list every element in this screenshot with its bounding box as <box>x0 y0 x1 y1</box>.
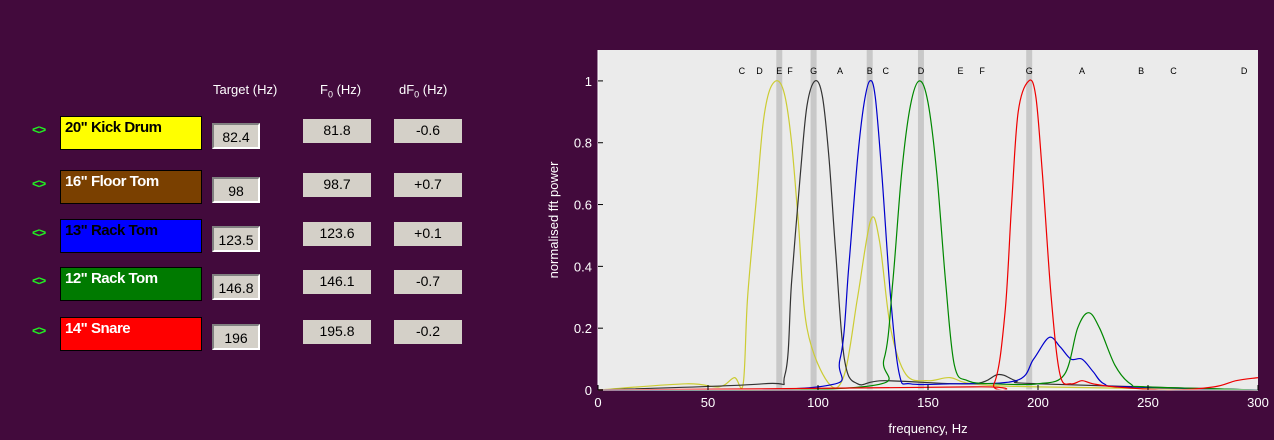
target-frequency-marker <box>866 50 873 390</box>
f0-value-rack-tom-12: 146.1 <box>303 270 371 294</box>
drum-button-floor-tom[interactable]: 16" Floor Tom <box>60 170 202 204</box>
spectrum-line <box>597 79 1259 391</box>
target-input-rack-tom-12[interactable]: 146.8 <box>212 274 260 300</box>
y-tick-label: 0.6 <box>574 198 592 213</box>
adjust-arrows-icon[interactable]: <> <box>32 122 46 137</box>
target-input-snare[interactable]: 196 <box>212 324 260 350</box>
drum-row-kick: <> 20" Kick Drum 82.4 81.8 -0.6 <box>0 116 480 152</box>
x-tick-label: 0 <box>594 395 601 410</box>
x-tick-label: 200 <box>1027 395 1049 410</box>
note-label: D <box>756 66 763 76</box>
spectrum-line <box>597 80 1259 391</box>
y-tick-label: 0.4 <box>574 259 592 274</box>
spectrum-line <box>597 80 1259 391</box>
f0-value-rack-tom-13: 123.6 <box>303 222 371 246</box>
drum-row-snare: <> 14" Snare 196 195.8 -0.2 <box>0 317 480 353</box>
df0-value-floor-tom: +0.7 <box>394 173 462 197</box>
header-df0: dF0 (Hz) <box>399 82 448 100</box>
header-f0: F0 (Hz) <box>320 82 362 100</box>
x-tick-label: 100 <box>807 395 829 410</box>
note-label: D <box>918 66 925 76</box>
x-axis-label: frequency, Hz <box>888 421 967 436</box>
spectrum-line <box>597 80 1259 391</box>
drum-row-floor-tom: <> 16" Floor Tom 98 98.7 +0.7 <box>0 170 480 206</box>
x-tick-label: 150 <box>917 395 939 410</box>
note-label: C <box>883 66 890 76</box>
target-input-rack-tom-13[interactable]: 123.5 <box>212 226 260 252</box>
x-tick-label: 300 <box>1247 395 1269 410</box>
note-label: E <box>958 66 964 76</box>
target-input-floor-tom[interactable]: 98 <box>212 177 260 203</box>
f0-value-floor-tom: 98.7 <box>303 173 371 197</box>
drum-row-rack-tom-12: <> 12" Rack Tom 146.8 146.1 -0.7 <box>0 267 480 303</box>
adjust-arrows-icon[interactable]: <> <box>32 273 46 288</box>
x-tick-label: 50 <box>701 395 715 410</box>
note-label: D <box>1241 66 1248 76</box>
drum-button-rack-tom-13[interactable]: 13" Rack Tom <box>60 219 202 253</box>
target-frequency-marker <box>917 50 924 390</box>
y-tick-label: 0 <box>585 383 592 398</box>
note-label: C <box>1170 66 1177 76</box>
plot-area <box>598 50 1258 390</box>
y-axis-label: normalised fft power <box>546 161 561 278</box>
note-label: A <box>837 66 843 76</box>
note-label: G <box>1026 66 1033 76</box>
df0-value-snare: -0.2 <box>394 320 462 344</box>
spectrum-line <box>597 80 1259 391</box>
note-label: B <box>867 66 873 76</box>
note-label: C <box>739 66 746 76</box>
target-frequency-marker <box>1026 50 1033 390</box>
drum-button-rack-tom-12[interactable]: 12" Rack Tom <box>60 267 202 301</box>
note-label: A <box>1079 66 1085 76</box>
y-tick-label: 1 <box>585 74 592 89</box>
df0-value-rack-tom-13: +0.1 <box>394 222 462 246</box>
note-label: B <box>1138 66 1144 76</box>
f0-value-snare: 195.8 <box>303 320 371 344</box>
adjust-arrows-icon[interactable]: <> <box>32 323 46 338</box>
df0-value-kick: -0.6 <box>394 119 462 143</box>
df0-value-rack-tom-12: -0.7 <box>394 270 462 294</box>
y-tick-label: 0.2 <box>574 321 592 336</box>
x-tick-label: 250 <box>1137 395 1159 410</box>
adjust-arrows-icon[interactable]: <> <box>32 225 46 240</box>
header-target: Target (Hz) <box>213 82 278 97</box>
f0-value-kick: 81.8 <box>303 119 371 143</box>
note-label: G <box>810 66 817 76</box>
note-label: F <box>787 66 793 76</box>
target-frequency-marker <box>810 50 817 390</box>
adjust-arrows-icon[interactable]: <> <box>32 176 46 191</box>
drum-button-snare[interactable]: 14" Snare <box>60 317 202 351</box>
target-frequency-marker <box>776 50 783 390</box>
drum-row-rack-tom-13: <> 13" Rack Tom 123.5 123.6 +0.1 <box>0 219 480 255</box>
note-label: F <box>979 66 985 76</box>
drum-button-kick[interactable]: 20" Kick Drum <box>60 116 202 150</box>
note-label: E <box>776 66 782 76</box>
target-input-kick[interactable]: 82.4 <box>212 123 260 149</box>
y-tick-label: 0.8 <box>574 136 592 151</box>
